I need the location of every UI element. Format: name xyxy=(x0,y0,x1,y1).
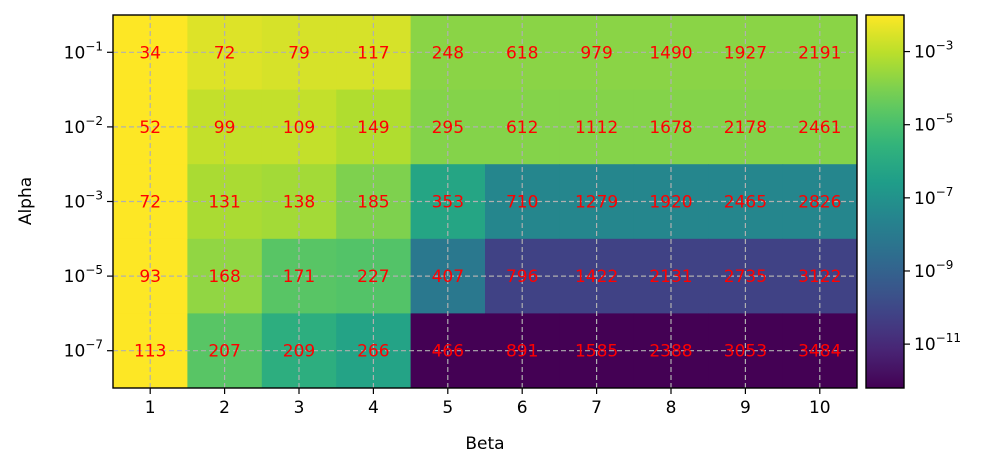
cell-annotation: 2461 xyxy=(798,118,841,138)
cell-annotation: 79 xyxy=(288,43,310,63)
cell-annotation: 168 xyxy=(208,267,240,287)
cell-annotation: 248 xyxy=(432,43,464,63)
cell-annotation: 407 xyxy=(432,267,464,287)
cell-annotation: 131 xyxy=(208,193,240,213)
cell-annotation: 138 xyxy=(283,193,315,213)
y-axis-ticks: 10−1 10−2 10−3 10−5 10−7 xyxy=(64,39,113,362)
cell-annotation: 2191 xyxy=(798,43,841,63)
cell-annotation: 1112 xyxy=(575,118,618,138)
cell-annotation: 72 xyxy=(139,193,161,213)
cell-annotation: 266 xyxy=(357,342,389,362)
x-tick-label: 10 xyxy=(809,398,831,418)
y-axis-title: Alpha xyxy=(16,177,36,225)
x-tick-label: 4 xyxy=(368,398,379,418)
cell-annotation: 227 xyxy=(357,267,389,287)
y-tick-label: 10−1 xyxy=(64,39,103,63)
cell-annotation: 171 xyxy=(283,267,315,287)
colorbar-ticks: 10−3 10−5 10−7 10−9 10−11 xyxy=(904,39,961,355)
cell-annotation: 1490 xyxy=(649,43,692,63)
cell-annotations: 34 72 79 117 248 618 979 1490 1927 2191 52 99 109 149… xyxy=(134,43,841,361)
cell-annotation: 2131 xyxy=(649,267,692,287)
cell-annotation: 2465 xyxy=(724,193,767,213)
cell-annotation: 34 xyxy=(139,43,161,63)
cell-annotation: 2178 xyxy=(724,118,767,138)
cell-annotation: 618 xyxy=(506,43,538,63)
x-tick-label: 5 xyxy=(442,398,453,418)
x-tick-label: 7 xyxy=(591,398,602,418)
cell-annotation: 2735 xyxy=(724,267,767,287)
cell-annotation: 1422 xyxy=(575,267,618,287)
colorbar-tick-label: 10−5 xyxy=(914,112,953,136)
colorbar-tick-label: 10−9 xyxy=(914,258,953,282)
cell-annotation: 466 xyxy=(432,342,464,362)
cell-annotation: 207 xyxy=(208,342,240,362)
x-tick-label: 2 xyxy=(219,398,230,418)
cell-annotation: 72 xyxy=(214,43,236,63)
colorbar-tick-label: 10−3 xyxy=(914,39,953,63)
cell-annotation: 52 xyxy=(139,118,161,138)
cell-annotation: 2388 xyxy=(649,342,692,362)
cell-annotation: 353 xyxy=(432,193,464,213)
x-tick-label: 8 xyxy=(666,398,677,418)
cell-annotation: 1585 xyxy=(575,342,618,362)
cell-annotation: 295 xyxy=(432,118,464,138)
colorbar: 10−3 10−5 10−7 10−9 10−11 xyxy=(865,14,961,389)
cell-annotation: 149 xyxy=(357,118,389,138)
colorbar-tick-label: 10−11 xyxy=(914,331,961,355)
cell-annotation: 612 xyxy=(506,118,538,138)
x-tick-label: 6 xyxy=(517,398,528,418)
cell-annotation: 99 xyxy=(214,118,236,138)
cell-annotation: 109 xyxy=(283,118,315,138)
cell-annotation: 93 xyxy=(139,267,161,287)
cell-annotation: 117 xyxy=(357,43,389,63)
cell-annotation: 3122 xyxy=(798,267,841,287)
x-axis-title: Beta xyxy=(465,434,504,454)
cell-annotation: 1678 xyxy=(649,118,692,138)
y-tick-label: 10−5 xyxy=(64,263,103,287)
grid-lines xyxy=(113,15,857,388)
cell-annotation: 185 xyxy=(357,193,389,213)
cell-annotation: 891 xyxy=(506,342,538,362)
cell-annotation: 2826 xyxy=(798,193,841,213)
cell-annotation: 1279 xyxy=(575,193,618,213)
cell-annotation: 3484 xyxy=(798,342,841,362)
cell-annotation: 3053 xyxy=(724,342,767,362)
colorbar-tick-label: 10−7 xyxy=(914,185,953,209)
y-tick-label: 10−7 xyxy=(64,338,103,362)
cell-annotation: 209 xyxy=(283,342,315,362)
cell-annotation: 1920 xyxy=(649,193,692,213)
cell-annotation: 979 xyxy=(580,43,612,63)
y-tick-label: 10−2 xyxy=(64,114,103,138)
colorbar-frame xyxy=(865,14,905,389)
colorbar-gradient xyxy=(866,15,904,388)
x-tick-label: 9 xyxy=(740,398,751,418)
cell-annotation: 1927 xyxy=(724,43,767,63)
cell-annotation: 113 xyxy=(134,342,166,362)
cell-annotation: 710 xyxy=(506,193,538,213)
x-tick-label: 1 xyxy=(145,398,156,418)
x-tick-label: 3 xyxy=(294,398,305,418)
x-axis-ticks: 1 2 3 4 5 6 7 8 9 10 xyxy=(145,388,831,418)
cell-annotation: 796 xyxy=(506,267,538,287)
y-tick-label: 10−3 xyxy=(64,189,103,213)
